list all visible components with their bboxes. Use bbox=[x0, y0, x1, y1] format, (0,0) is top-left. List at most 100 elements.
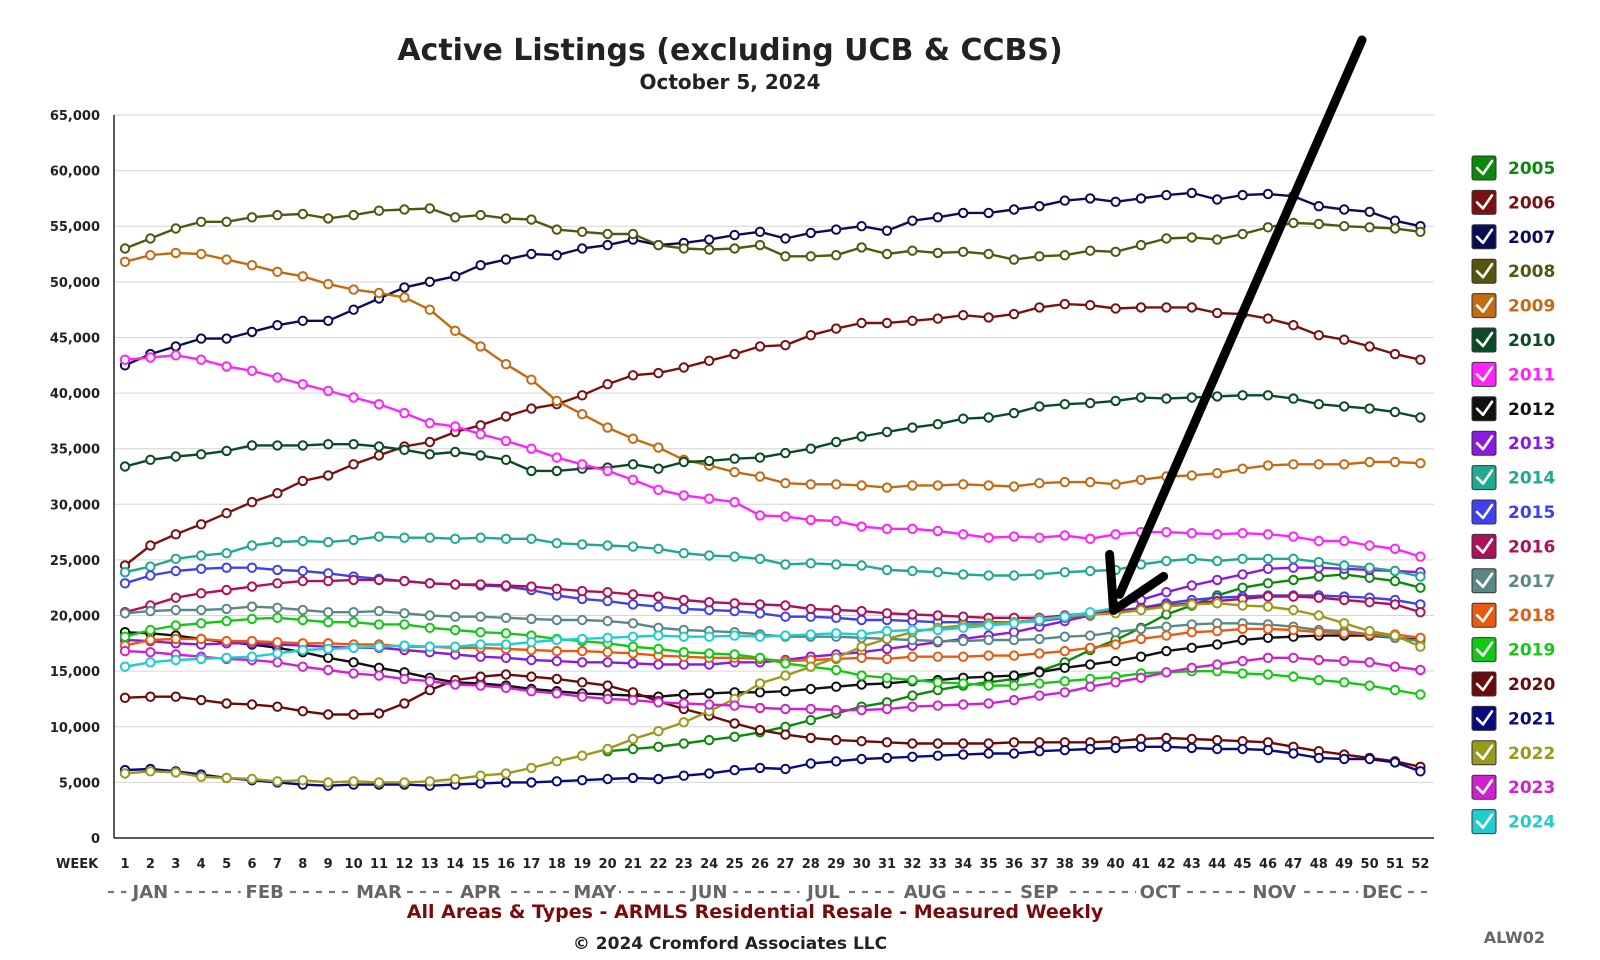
data-point bbox=[678, 548, 689, 559]
data-point bbox=[678, 490, 689, 501]
data-point bbox=[1085, 397, 1096, 409]
data-point bbox=[1313, 674, 1325, 686]
data-point bbox=[1288, 459, 1299, 470]
legend-item: 2013 bbox=[1471, 430, 1555, 456]
data-point bbox=[729, 243, 740, 254]
data-point bbox=[1034, 737, 1045, 748]
data-point bbox=[780, 233, 791, 244]
checkmark-icon bbox=[1475, 813, 1494, 829]
data-point bbox=[424, 417, 435, 429]
data-point bbox=[196, 563, 207, 574]
data-point bbox=[1110, 529, 1121, 540]
data-point bbox=[983, 671, 994, 682]
data-point bbox=[1364, 680, 1375, 691]
data-point bbox=[602, 693, 613, 705]
x-tick-label: 10 bbox=[345, 857, 363, 872]
data-point bbox=[602, 773, 613, 785]
data-point bbox=[1008, 680, 1020, 691]
data-point bbox=[323, 470, 334, 481]
data-point bbox=[1085, 659, 1096, 670]
data-point bbox=[119, 608, 131, 619]
data-point bbox=[475, 209, 486, 221]
data-point bbox=[805, 330, 816, 341]
data-point bbox=[678, 456, 689, 468]
data-point bbox=[145, 454, 156, 465]
legend-label: 2010 bbox=[1508, 331, 1555, 351]
data-point bbox=[780, 703, 791, 715]
data-point bbox=[1212, 734, 1223, 746]
x-tick-label: 49 bbox=[1335, 857, 1353, 872]
data-point bbox=[221, 584, 232, 596]
data-point bbox=[1034, 690, 1045, 701]
data-point bbox=[881, 482, 893, 493]
data-point bbox=[373, 670, 385, 681]
data-point bbox=[958, 569, 969, 580]
data-point bbox=[526, 403, 537, 414]
legend-swatch bbox=[1471, 430, 1497, 456]
data-point bbox=[1059, 676, 1071, 687]
data-point bbox=[475, 627, 486, 638]
data-point bbox=[323, 536, 334, 548]
y-tick-label: 55,000 bbox=[50, 220, 100, 235]
data-point bbox=[577, 633, 588, 645]
series-line bbox=[124, 535, 1421, 578]
data-point bbox=[1389, 661, 1401, 672]
data-point bbox=[678, 647, 689, 658]
legend-swatch bbox=[1471, 499, 1497, 525]
x-tick-label: 48 bbox=[1310, 857, 1328, 872]
data-point bbox=[246, 651, 258, 662]
data-point bbox=[526, 443, 537, 454]
data-point bbox=[577, 409, 588, 420]
x-tick-label: 15 bbox=[472, 857, 490, 872]
data-point bbox=[1288, 748, 1299, 759]
data-point bbox=[1364, 206, 1375, 218]
x-tick-label: 27 bbox=[776, 857, 794, 872]
x-tick-label: 44 bbox=[1208, 857, 1226, 872]
data-point bbox=[1161, 526, 1172, 538]
data-point bbox=[1212, 659, 1223, 670]
month-label: JUL bbox=[805, 882, 840, 903]
data-point bbox=[170, 553, 182, 564]
data-point bbox=[551, 538, 562, 549]
data-point bbox=[805, 629, 816, 640]
data-point bbox=[1135, 604, 1147, 616]
data-point bbox=[500, 777, 512, 788]
data-point bbox=[272, 488, 283, 499]
data-point bbox=[653, 726, 664, 737]
data-point bbox=[856, 629, 867, 640]
data-point bbox=[1262, 601, 1274, 612]
data-point bbox=[983, 312, 994, 323]
data-point bbox=[119, 256, 131, 267]
data-point bbox=[170, 223, 182, 234]
data-point bbox=[907, 701, 918, 712]
data-point bbox=[1339, 618, 1350, 629]
data-point bbox=[1262, 553, 1274, 564]
data-point bbox=[881, 225, 893, 236]
data-point bbox=[526, 248, 537, 260]
data-point bbox=[272, 637, 283, 648]
data-point bbox=[1110, 303, 1121, 314]
data-point bbox=[526, 214, 537, 225]
data-point bbox=[1389, 348, 1401, 360]
x-tick-label: 19 bbox=[573, 857, 591, 872]
data-point bbox=[856, 704, 867, 716]
data-point bbox=[221, 333, 232, 344]
series-2014 bbox=[119, 531, 1426, 582]
legend-item: 2014 bbox=[1471, 465, 1555, 491]
data-point bbox=[678, 594, 689, 606]
data-point bbox=[1085, 193, 1096, 204]
data-point bbox=[500, 639, 512, 650]
data-point bbox=[958, 207, 969, 219]
data-point bbox=[348, 574, 359, 586]
data-point bbox=[1161, 555, 1172, 567]
data-point bbox=[196, 449, 207, 460]
data-point bbox=[704, 244, 715, 255]
data-point bbox=[831, 734, 842, 746]
data-point bbox=[627, 618, 639, 629]
data-point bbox=[450, 624, 461, 636]
series-line bbox=[124, 616, 1421, 696]
data-point bbox=[577, 459, 588, 470]
series-line bbox=[124, 207, 1421, 261]
data-point bbox=[551, 756, 562, 767]
month-label-backdrop bbox=[1358, 879, 1407, 903]
